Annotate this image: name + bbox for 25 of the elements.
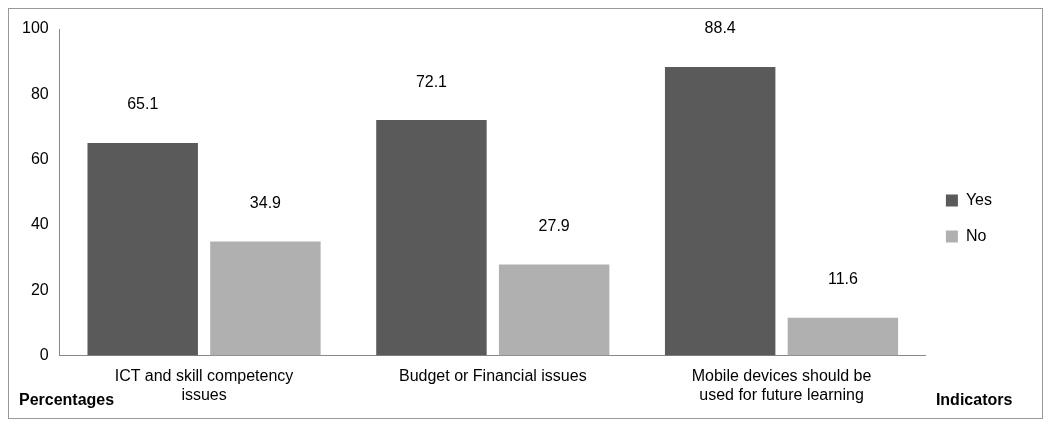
x-tick-label: ICT and skill competency issues (114, 366, 294, 403)
y-axis-title: Percentages (19, 391, 115, 409)
bar (664, 66, 776, 356)
data-label: 34.9 (249, 194, 282, 212)
bar (87, 142, 198, 356)
y-tick-label: 40 (30, 215, 49, 233)
y-tick-label: 60 (30, 150, 49, 168)
bar (376, 120, 487, 356)
x-axis-title: Indicators (935, 391, 1013, 409)
bar (498, 264, 610, 356)
bar (210, 241, 321, 356)
y-tick-label: 0 (39, 346, 49, 364)
data-label: 27.9 (538, 216, 570, 234)
legend-label: Yes (965, 190, 993, 208)
x-tick-label: Mobile devices should be used for future learning (691, 366, 872, 403)
legend-label: No (965, 226, 987, 244)
data-label: 11.6 (827, 270, 858, 288)
data-label: 65.1 (127, 95, 159, 113)
data-label: 88.4 (704, 19, 736, 37)
bar (787, 317, 899, 356)
y-tick-label: 100 (21, 19, 49, 37)
y-tick-label: 20 (30, 280, 49, 298)
data-label: 72.1 (415, 72, 448, 90)
y-tick-label: 80 (30, 84, 49, 102)
x-tick-label: Budget or Financial issues (398, 366, 587, 384)
